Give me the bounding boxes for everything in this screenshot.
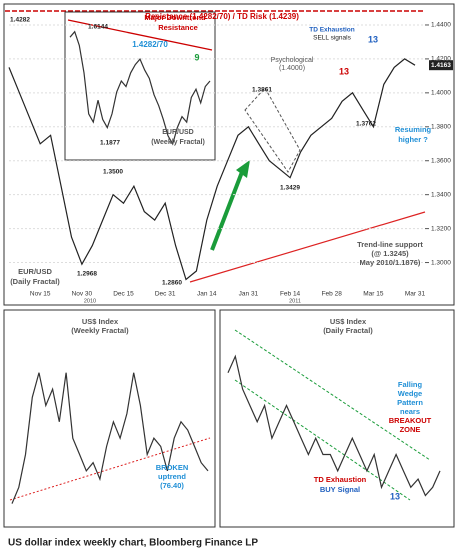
annotation: 1.6144 <box>88 24 108 31</box>
annotation: (@ 1.3245) <box>371 249 409 258</box>
annotation: BREAKOUT <box>389 416 432 425</box>
last-price: 1.4163 <box>431 62 451 69</box>
broken-uptrend <box>9 437 211 501</box>
x-tick-label: Jan 14 <box>197 291 217 298</box>
annotation: 1.1877 <box>100 140 120 147</box>
trend-line-support <box>189 211 426 283</box>
y-tick-label: 1.4400 <box>431 22 451 29</box>
annotation: (Daily Fractal) <box>10 277 60 286</box>
wedge-upper <box>234 329 431 461</box>
annotation: US$ Index <box>82 317 119 326</box>
x-tick-label: Jan 31 <box>239 291 259 298</box>
annotation: 2010 <box>84 298 96 304</box>
y-tick-label: 1.4000 <box>431 90 451 97</box>
annotation: (Weekly Fractal) <box>71 326 129 335</box>
usd-weekly-panel <box>3 309 216 528</box>
annotation: uptrend <box>158 472 186 481</box>
annotation: higher ? <box>398 135 428 144</box>
annotation: Major Downtrend <box>144 13 206 22</box>
annotation: Wedge <box>398 389 422 398</box>
price-line <box>69 30 211 146</box>
y-tick-label: 1.3400 <box>431 191 451 198</box>
annotation: 1.3500 <box>103 169 123 176</box>
annotation: 13 <box>390 491 400 501</box>
annotation: nears <box>400 407 420 416</box>
price-line <box>227 354 441 497</box>
annotation: 9 <box>194 52 199 62</box>
wedge-lower <box>234 379 411 501</box>
annotation: 1.2860 <box>162 280 182 287</box>
annotation: 1.3762 <box>356 121 376 128</box>
annotation: SELL signals <box>313 35 351 42</box>
annotation: 1.2968 <box>77 271 97 278</box>
arrow-head <box>236 160 250 178</box>
x-tick-label: Mar 15 <box>363 291 384 298</box>
annotation: BUY Signal <box>320 485 360 494</box>
annotation: US$ Index <box>330 317 367 326</box>
y-tick-label: 1.3800 <box>431 124 451 131</box>
annotation: EUR/USD <box>162 129 194 136</box>
y-tick-label: 1.3600 <box>431 157 451 164</box>
annotation: Resistance (1.4282/70) / TD Risk (1.4239… <box>145 12 299 21</box>
annotation: ZONE <box>400 425 421 434</box>
x-tick-label: Nov 15 <box>30 291 51 298</box>
annotation: TD Exhaustion <box>309 27 355 34</box>
annotation: (76.40) <box>160 481 184 490</box>
y-tick-label: 1.3000 <box>431 259 451 266</box>
annotation: Resuming <box>395 125 432 134</box>
annotation: Resistance <box>158 23 198 32</box>
annotation: (Daily Fractal) <box>323 326 373 335</box>
annotation: 13 <box>339 66 349 76</box>
annotation: 1.3861 <box>252 87 272 94</box>
x-tick-label: Dec 15 <box>113 291 134 298</box>
inset-panel <box>64 11 216 161</box>
x-tick-label: Mar 31 <box>405 291 426 298</box>
annotation: 13 <box>368 34 378 44</box>
x-tick-label: Feb 28 <box>322 291 343 298</box>
price-line <box>11 372 209 504</box>
annotation: (Weekly Fractal) <box>151 139 205 146</box>
y-tick-label: 1.3200 <box>431 225 451 232</box>
annotation: 2011 <box>289 298 301 304</box>
flag-pattern <box>244 87 301 173</box>
caption: US dollar index weekly chart, Bloomberg … <box>8 538 258 549</box>
x-tick-label: Nov 30 <box>72 291 93 298</box>
y-tick-label: 1.4200 <box>431 56 451 63</box>
annotation: 1.4282 <box>10 17 30 24</box>
annotation: Falling <box>398 380 423 389</box>
annotation: 1.3429 <box>280 185 300 192</box>
annotation: Trend-line support <box>357 240 423 249</box>
annotation: (1.4000) <box>279 65 305 72</box>
annotation: BROKEN <box>156 463 189 472</box>
price-line <box>8 58 416 281</box>
annotation: EUR/USD <box>18 267 52 276</box>
annotation: Psychological <box>271 57 314 64</box>
price-box <box>429 60 453 71</box>
annotation: Pattern <box>397 398 423 407</box>
annotation: 1.4282/70 <box>132 40 168 49</box>
x-tick-label: Dec 31 <box>155 291 176 298</box>
annotation: TD Exhaustion <box>314 475 367 484</box>
arrow-shaft <box>210 171 244 251</box>
annotation: May 2010/1.1876) <box>360 258 421 267</box>
x-tick-label: Feb 14 <box>280 291 301 298</box>
downtrend-line <box>67 19 213 51</box>
